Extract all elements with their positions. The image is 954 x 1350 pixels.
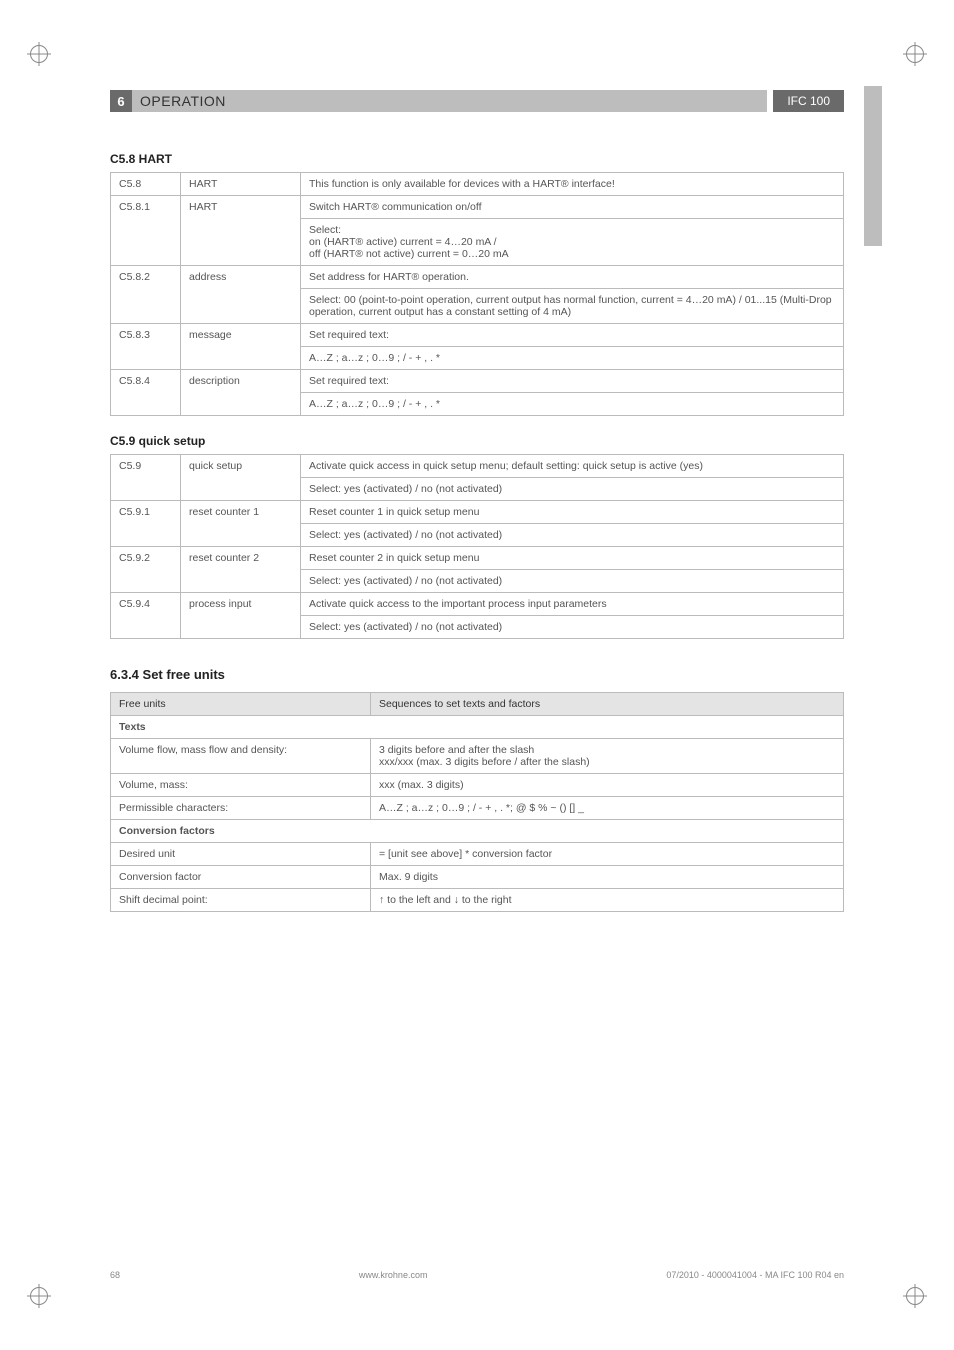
table-cell-right: = [unit see above] * conversion factor xyxy=(371,843,844,866)
table-cell-desc: Activate quick access to the important p… xyxy=(301,593,844,616)
table-cell-id: C5.8.3 xyxy=(111,324,181,370)
table-cell-name: HART xyxy=(181,173,301,196)
header-bar: 6 OPERATION IFC 100 xyxy=(110,90,844,112)
table-cell-desc: Select: 00 (point-to-point operation, cu… xyxy=(301,289,844,324)
table-cell-right: A…Z ; a…z ; 0…9 ; / - + , . *; @ $ % ~ (… xyxy=(371,797,844,820)
table-cell-desc: Reset counter 1 in quick setup menu xyxy=(301,501,844,524)
section-heading-quick: C5.9 quick setup xyxy=(110,434,844,448)
table-cell-right: xxx (max. 3 digits) xyxy=(371,774,844,797)
footer: 68 www.krohne.com 07/2010 - 4000041004 -… xyxy=(110,1270,844,1280)
header-title: OPERATION xyxy=(132,90,767,112)
table-cell-id: C5.8.4 xyxy=(111,370,181,416)
subheading-free-units: 6.3.4 Set free units xyxy=(110,667,844,682)
table-cell-left: Shift decimal point: xyxy=(111,889,371,912)
table-cell-id: C5.9.4 xyxy=(111,593,181,639)
units-header-right: Sequences to set texts and factors xyxy=(371,693,844,716)
table-cell-id: C5.8.2 xyxy=(111,266,181,324)
table-cell-name: address xyxy=(181,266,301,324)
footer-site: www.krohne.com xyxy=(359,1270,428,1280)
register-mark xyxy=(30,1287,48,1305)
table-cell-desc: Set required text: xyxy=(301,370,844,393)
units-header-left: Free units xyxy=(111,693,371,716)
table-cell-desc: Activate quick access in quick setup men… xyxy=(301,455,844,478)
table-cell-desc: Switch HART® communication on/off xyxy=(301,196,844,219)
table-cell-left: Desired unit xyxy=(111,843,371,866)
footer-doc: 07/2010 - 4000041004 - MA IFC 100 R04 en xyxy=(666,1270,844,1280)
table-cell-desc: Set address for HART® operation. xyxy=(301,266,844,289)
header-section-number: 6 xyxy=(110,90,132,112)
table-cell-desc: Select: yes (activated) / no (not activa… xyxy=(301,570,844,593)
table-cell-id: C5.9.1 xyxy=(111,501,181,547)
table-cell-id: C5.8.1 xyxy=(111,196,181,266)
table-cell-desc: Select: on (HART® active) current = 4…20… xyxy=(301,219,844,266)
table-cell-desc: Set required text: xyxy=(301,324,844,347)
table-cell-id: C5.8 xyxy=(111,173,181,196)
table-cell-left: Volume flow, mass flow and density: xyxy=(111,739,371,774)
table-cell-desc: A…Z ; a…z ; 0…9 ; / - + , . * xyxy=(301,347,844,370)
page: 6 OPERATION IFC 100 C5.8 HART C5.8HARTTh… xyxy=(0,0,954,1350)
register-mark xyxy=(906,1287,924,1305)
table-cell-left: Conversion factor xyxy=(111,866,371,889)
table-cell-desc: Select: yes (activated) / no (not activa… xyxy=(301,478,844,501)
table-cell-name: process input xyxy=(181,593,301,639)
table-cell-id: C5.9.2 xyxy=(111,547,181,593)
section-heading-hart: C5.8 HART xyxy=(110,152,844,166)
table-cell-id: C5.9 xyxy=(111,455,181,501)
table-cell-name: quick setup xyxy=(181,455,301,501)
table-cell-right: Max. 9 digits xyxy=(371,866,844,889)
table-cell-desc: Select: yes (activated) / no (not activa… xyxy=(301,616,844,639)
units-table: Free units Sequences to set texts and fa… xyxy=(110,692,844,912)
table-cell-right: 3 digits before and after the slash xxx/… xyxy=(371,739,844,774)
table-cell-name: message xyxy=(181,324,301,370)
table-cell-left: Permissible characters: xyxy=(111,797,371,820)
register-mark xyxy=(30,45,48,63)
hart-table: C5.8HARTThis function is only available … xyxy=(110,172,844,416)
table-cell-desc: This function is only available for devi… xyxy=(301,173,844,196)
table-cell-name: HART xyxy=(181,196,301,266)
table-cell-name: description xyxy=(181,370,301,416)
table-cell-desc: Reset counter 2 in quick setup menu xyxy=(301,547,844,570)
table-cell-right: ↑ to the left and ↓ to the right xyxy=(371,889,844,912)
header-badge: IFC 100 xyxy=(773,90,844,112)
side-tab xyxy=(864,86,882,246)
register-mark xyxy=(906,45,924,63)
units-section-conv: Conversion factors xyxy=(111,820,844,843)
units-section-texts: Texts xyxy=(111,716,844,739)
quick-table: C5.9quick setupActivate quick access in … xyxy=(110,454,844,639)
table-cell-desc: Select: yes (activated) / no (not activa… xyxy=(301,524,844,547)
table-cell-name: reset counter 1 xyxy=(181,501,301,547)
table-cell-name: reset counter 2 xyxy=(181,547,301,593)
footer-page: 68 xyxy=(110,1270,120,1280)
table-cell-desc: A…Z ; a…z ; 0…9 ; / - + , . * xyxy=(301,393,844,416)
table-cell-left: Volume, mass: xyxy=(111,774,371,797)
